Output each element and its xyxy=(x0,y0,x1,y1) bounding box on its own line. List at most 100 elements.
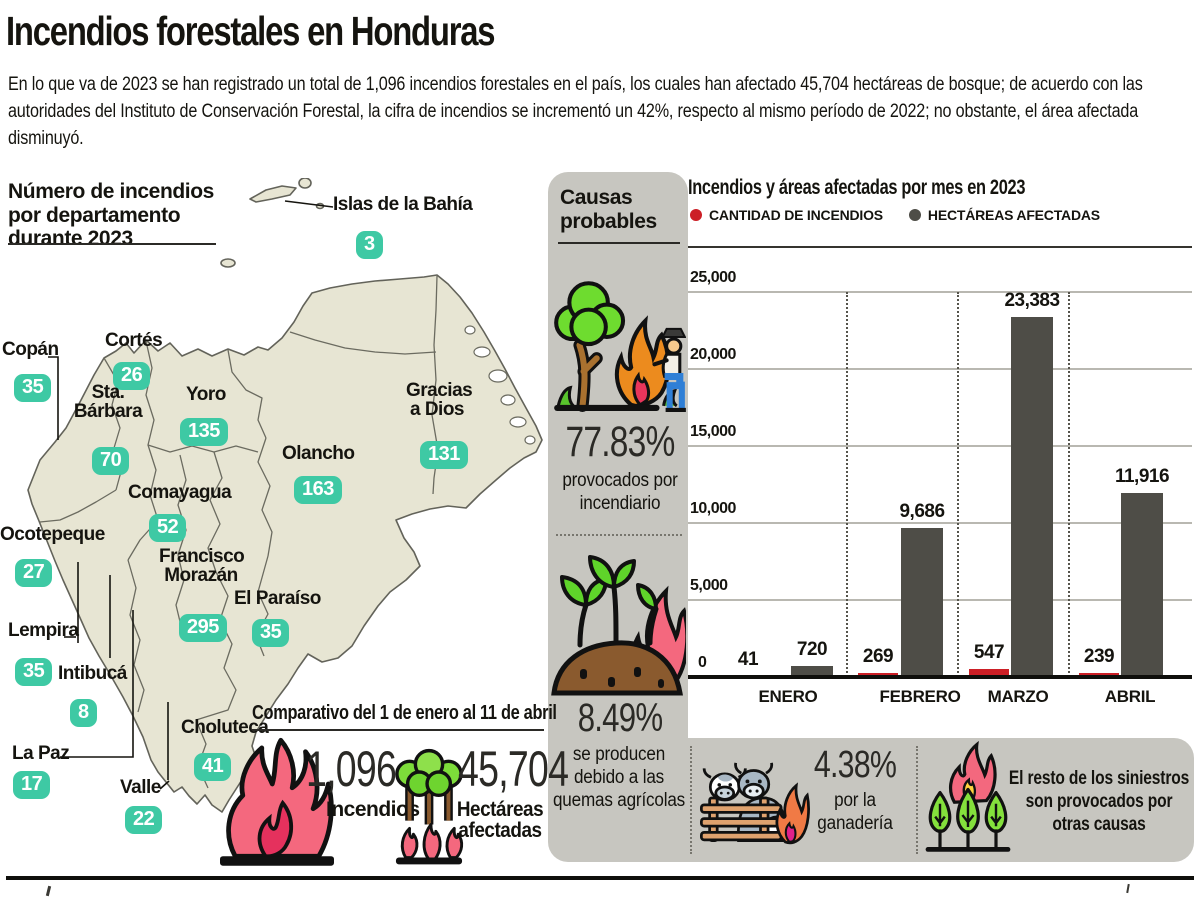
dept-label-olancho: Olancho xyxy=(282,443,355,464)
chart-plot: 0 5,000 10,000 15,000 20,000 25,000 41 269 547 23… xyxy=(688,240,1192,712)
dept-badge-olancho: 163 xyxy=(294,476,342,504)
causes-divider xyxy=(556,534,682,536)
bar-value-enero-incendios: 41 xyxy=(737,649,759,670)
cutoff-text-fragment-right xyxy=(1126,883,1130,894)
month-separator-0 xyxy=(846,292,848,677)
causes-panel xyxy=(548,172,688,862)
y-tick-label-25000: 25,000 xyxy=(690,269,736,286)
bar-value-abril-hectareas: 11,916 xyxy=(1114,466,1170,487)
y-tick-label-5000: 5,000 xyxy=(690,577,728,594)
dept-badge-islas-de-la-bahia: 3 xyxy=(356,231,383,259)
dept-badge-cortes: 26 xyxy=(113,362,151,390)
causes-heading-underline xyxy=(558,242,680,244)
cattle-icon xyxy=(700,762,810,845)
chart-baseline xyxy=(688,675,1192,679)
bar-marzo-hectareas xyxy=(1011,317,1053,677)
department-borders xyxy=(39,275,439,789)
incendios-dot-icon xyxy=(690,209,702,221)
fires-total-value: 1,096 xyxy=(306,741,397,797)
bar-abril-hectareas xyxy=(1121,493,1163,677)
dept-badge-francisco-morazan: 295 xyxy=(179,614,227,642)
burning-trees-icon xyxy=(925,740,1011,852)
dept-badge-ocotepeque: 27 xyxy=(15,559,53,587)
chart-top-rule xyxy=(688,246,1192,248)
bar-value-enero-hectareas: 720 xyxy=(796,639,828,660)
dept-label-sta-barbara: Sta. Bárbara xyxy=(73,382,143,422)
gridline-20000 xyxy=(688,368,1192,370)
crop-burning-icon xyxy=(551,555,686,696)
month-label-febrero: FEBRERO xyxy=(879,687,961,706)
dept-badge-gracias-a-dios: 131 xyxy=(420,441,468,469)
cause-text-incendiario: provocados por incendiario xyxy=(562,470,678,514)
chart-legend: CANTIDAD DE INCENDIOS HECTÁREAS AFECTADA… xyxy=(690,207,1100,223)
gridline-25000 xyxy=(688,291,1192,293)
y-tick-label-15000: 15,000 xyxy=(690,423,736,440)
dept-label-choluteca: Choluteca xyxy=(181,717,269,738)
y-tick-label-0: 0 xyxy=(698,654,707,671)
causes-heading: Causas probables xyxy=(560,186,657,233)
dept-badge-sta-barbara: 70 xyxy=(92,447,130,475)
bar-febrero-hectareas xyxy=(901,528,943,677)
cause-percent-quemas: 8.49% xyxy=(577,696,663,740)
dept-label-la-paz: La Paz xyxy=(12,743,70,764)
bar-value-febrero-hectareas: 9,686 xyxy=(899,501,945,522)
comparative-underline xyxy=(252,729,544,731)
bar-value-febrero-incendios: 269 xyxy=(862,646,894,667)
cutoff-text-fragment-left xyxy=(45,885,52,897)
month-label-marzo: MARZO xyxy=(987,687,1049,706)
dept-badge-comayagua: 52 xyxy=(149,514,187,542)
cause-text-quemas: se producen debido a las quemas agrícola… xyxy=(552,744,686,811)
country-outline xyxy=(27,274,543,813)
month-separator-1 xyxy=(957,292,959,677)
bottom-bar-divider-2 xyxy=(916,746,918,854)
legend-item-incendios: CANTIDAD DE INCENDIOS xyxy=(690,207,883,223)
dept-label-francisco-morazan: Francisco Morazán xyxy=(159,546,245,586)
dept-badge-lempira: 35 xyxy=(15,658,53,686)
hectares-icon xyxy=(395,748,464,865)
dept-badge-el-paraiso: 35 xyxy=(252,619,290,647)
hectares-total-label: Hectáreas afectadas xyxy=(456,798,544,842)
hectareas-dot-icon xyxy=(908,209,921,221)
arsonist-icon xyxy=(554,281,686,412)
bottom-bar-divider-1 xyxy=(690,746,692,854)
dept-badge-valle: 22 xyxy=(125,806,163,834)
dept-label-lempira: Lempira xyxy=(8,620,79,641)
bay-islands xyxy=(249,185,297,203)
dept-badge-copan: 35 xyxy=(14,374,52,402)
leader-lines xyxy=(48,200,334,790)
cause-text-otras: El resto de los siniestros son provocado… xyxy=(1008,768,1190,835)
dept-label-cortes: Cortés xyxy=(105,330,163,351)
month-label-abril: ABRIL xyxy=(1104,687,1156,706)
coastal-lagoons xyxy=(464,325,536,445)
fires-total-label: Incendios xyxy=(326,798,420,821)
bar-value-abril-incendios: 239 xyxy=(1083,646,1115,667)
bar-enero-hectareas xyxy=(791,666,833,677)
y-tick-label-10000: 10,000 xyxy=(690,500,736,517)
dept-label-comayagua: Comayagua xyxy=(128,482,232,503)
dept-label-yoro: Yoro xyxy=(186,384,226,405)
legend-label-hectareas: HECTÁREAS AFECTADAS xyxy=(927,207,1100,223)
dept-label-intibuca: Intibucá xyxy=(58,663,127,684)
month-label-enero: ENERO xyxy=(758,687,818,706)
dept-label-el-paraiso: El Paraíso xyxy=(234,588,321,609)
fire-total-icon xyxy=(220,737,334,866)
hectares-total-value: 45,704 xyxy=(458,741,569,797)
bar-marzo-incendios xyxy=(969,669,1009,677)
gridline-10000 xyxy=(688,522,1192,524)
cause-text-ganaderia: por la ganadería xyxy=(817,790,893,834)
page-title: Incendios forestales en Honduras xyxy=(6,8,496,54)
y-tick-label-20000: 20,000 xyxy=(690,346,736,363)
legend-item-hectareas: HECTÁREAS AFECTADAS xyxy=(908,207,1100,223)
cause-percent-incendiario: 77.83% xyxy=(565,418,675,466)
dept-badge-choluteca: 41 xyxy=(194,753,232,781)
bar-value-marzo-incendios: 547 xyxy=(973,642,1005,663)
dept-badge-yoro: 135 xyxy=(180,418,228,446)
honduras-map xyxy=(27,178,543,813)
chart-title: Incendios y áreas afectadas por mes en 2… xyxy=(688,176,1026,199)
legend-label-incendios: CANTIDAD DE INCENDIOS xyxy=(709,207,883,223)
gridline-15000 xyxy=(688,445,1192,447)
dept-label-gracias-a-dios: Gracias a Dios xyxy=(406,380,473,420)
dept-badge-intibuca: 8 xyxy=(70,699,97,727)
comparative-heading: Comparativo del 1 de enero al 11 de abri… xyxy=(252,702,557,724)
